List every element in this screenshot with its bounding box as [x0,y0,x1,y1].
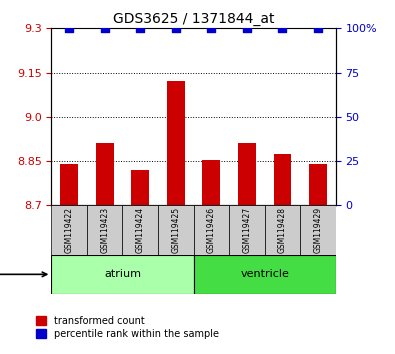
Legend: transformed count, percentile rank within the sample: transformed count, percentile rank withi… [36,316,219,339]
FancyBboxPatch shape [51,205,87,255]
Point [208,25,214,31]
Text: GSM119426: GSM119426 [207,207,216,253]
Point [315,25,321,31]
Bar [60,164,78,205]
Title: GDS3625 / 1371844_at: GDS3625 / 1371844_at [113,12,274,26]
Text: GSM119428: GSM119428 [278,207,287,253]
Bar [202,160,220,205]
Bar [309,164,327,205]
FancyBboxPatch shape [194,255,336,294]
Bar [274,154,292,205]
FancyBboxPatch shape [158,205,194,255]
Point [173,25,179,31]
Point [102,25,108,31]
Point [279,25,286,31]
Text: GSM119427: GSM119427 [243,207,251,253]
Bar [167,81,184,205]
Text: GSM119425: GSM119425 [171,207,180,253]
Bar [131,170,149,205]
Bar [96,143,114,205]
FancyBboxPatch shape [122,205,158,255]
Text: atrium: atrium [104,269,141,279]
Point [66,25,72,31]
Point [137,25,143,31]
FancyBboxPatch shape [51,255,194,294]
FancyBboxPatch shape [265,205,300,255]
Point [244,25,250,31]
Text: GSM119424: GSM119424 [136,207,145,253]
Text: tissue: tissue [0,269,47,279]
FancyBboxPatch shape [300,205,336,255]
Text: GSM119429: GSM119429 [314,207,322,253]
FancyBboxPatch shape [229,205,265,255]
FancyBboxPatch shape [194,205,229,255]
Text: ventricle: ventricle [240,269,289,279]
FancyBboxPatch shape [87,205,122,255]
Bar [238,143,256,205]
Text: GSM119422: GSM119422 [65,207,73,253]
Text: GSM119423: GSM119423 [100,207,109,253]
